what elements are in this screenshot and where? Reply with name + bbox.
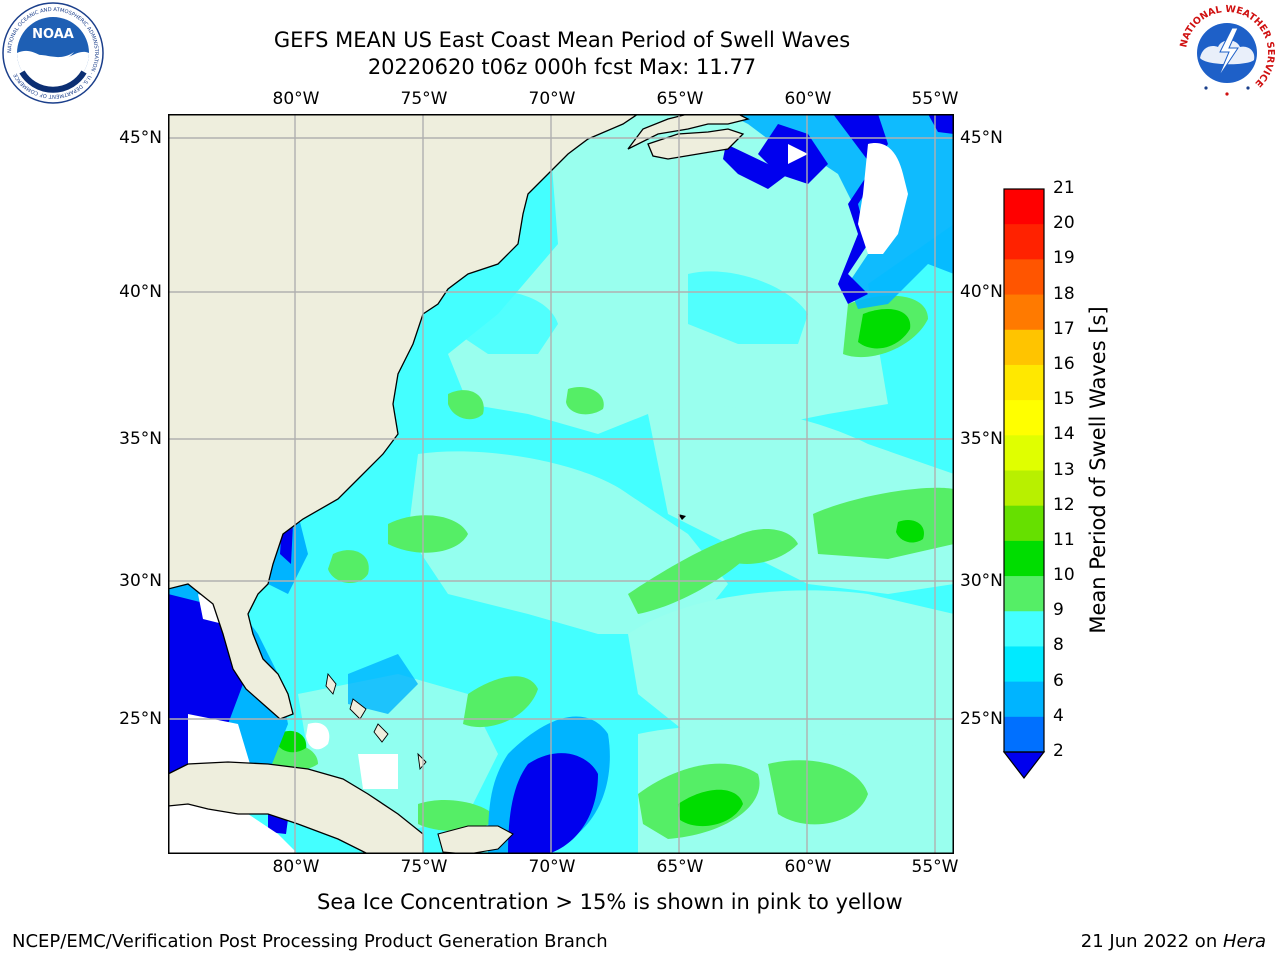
map-border — [168, 114, 954, 854]
colorbar-segment — [1004, 505, 1044, 542]
latitude-label-right: 30°N — [960, 571, 1003, 591]
latitude-label-right: 35°N — [960, 429, 1003, 449]
latitude-label-left: 30°N — [119, 571, 162, 591]
latitude-label-left: 25°N — [119, 709, 162, 729]
footer-credit: NCEP/EMC/Verification Post Processing Pr… — [12, 931, 608, 952]
colorbar-segment — [1004, 364, 1044, 401]
colorbar-label: 18 — [1053, 283, 1075, 304]
colorbar-label: 13 — [1053, 459, 1075, 480]
longitude-label-bottom: 80°W — [272, 857, 320, 877]
longitude-label-bottom: 65°W — [656, 857, 704, 877]
colorbar-segment — [1004, 329, 1044, 366]
colorbar-label: 10 — [1053, 565, 1075, 586]
lat-lon-grid — [168, 114, 954, 854]
longitude-label-top: 70°W — [528, 89, 576, 109]
colorbar-segment — [1004, 189, 1044, 225]
colorbar-label: 21 — [1053, 178, 1075, 198]
longitude-label-top: 60°W — [784, 89, 832, 109]
longitude-label-top: 75°W — [400, 89, 448, 109]
colorbar-title: Mean Period of Swell Waves [s] — [1086, 306, 1110, 634]
colorbar-segment — [1004, 259, 1044, 296]
map-title: GEFS MEAN US East Coast Mean Period of S… — [273, 28, 851, 52]
swell-field — [168, 114, 954, 854]
colorbar-label: 19 — [1053, 248, 1075, 269]
latitude-label-left: 35°N — [119, 429, 162, 449]
footer-machine: Hera — [1222, 931, 1266, 952]
noaa-logo: NATIONAL OCEANIC AND ATMOSPHERIC ADMINIS… — [2, 2, 104, 104]
colorbar-label: 6 — [1053, 670, 1064, 691]
map-subtitle: 20220620 t06z 000h fcst Max: 11.77 — [367, 55, 757, 79]
colorbar-label: 20 — [1053, 213, 1075, 234]
nws-logo: NATIONAL WEATHER SERVICE — [1177, 3, 1277, 103]
colorbar-label: 15 — [1053, 389, 1075, 410]
latitude-label-right: 25°N — [960, 709, 1003, 729]
sea-ice-caption: Sea Ice Concentration > 15% is shown in … — [317, 890, 903, 914]
colorbar-segment — [1004, 400, 1044, 436]
latitude-label-left: 40°N — [119, 282, 162, 302]
colorbar-label: 8 — [1053, 635, 1064, 656]
colorbar-segment — [1004, 294, 1044, 331]
colorbar-segment — [1004, 435, 1044, 471]
colorbar-label: 11 — [1053, 529, 1075, 550]
colorbar-label: 4 — [1053, 705, 1064, 726]
colorbar-segment — [1004, 576, 1044, 612]
colorbar-segment — [1004, 224, 1044, 260]
longitude-label-bottom: 70°W — [528, 857, 576, 877]
colorbar-segment — [1004, 540, 1044, 577]
land-areas — [168, 114, 750, 854]
colorbar-label: 14 — [1053, 424, 1075, 445]
colorbar-extend-arrow — [1002, 751, 1046, 779]
longitude-label-top: 65°W — [656, 89, 704, 109]
longitude-label-top: 55°W — [911, 89, 959, 109]
colorbar — [1002, 188, 1046, 779]
noaa-text: NOAA — [32, 27, 74, 42]
colorbar-segment — [1004, 716, 1044, 753]
swell-period-map — [168, 114, 954, 854]
colorbar-border — [1003, 188, 1045, 753]
longitude-label-bottom: 75°W — [400, 857, 448, 877]
colorbar-label: 16 — [1053, 353, 1075, 374]
colorbar-segment — [1004, 646, 1044, 683]
longitude-label-bottom: 55°W — [911, 857, 959, 877]
colorbar-segment — [1004, 681, 1044, 718]
footer-date: 21 Jun 2022 on Hera — [1081, 931, 1266, 952]
latitude-label-right: 45°N — [960, 128, 1003, 148]
colorbar-label: 9 — [1053, 600, 1064, 621]
colorbar-label: 2 — [1053, 741, 1064, 761]
colorbar-label: 17 — [1053, 318, 1075, 339]
colorbar-segment — [1004, 611, 1044, 647]
longitude-label-top: 80°W — [272, 89, 320, 109]
footer-date-text: 21 Jun 2022 on — [1080, 931, 1223, 952]
latitude-label-right: 40°N — [960, 282, 1003, 302]
latitude-label-left: 45°N — [119, 128, 162, 148]
longitude-label-bottom: 60°W — [784, 857, 832, 877]
colorbar-label: 12 — [1053, 494, 1075, 515]
colorbar-segment — [1004, 470, 1044, 507]
